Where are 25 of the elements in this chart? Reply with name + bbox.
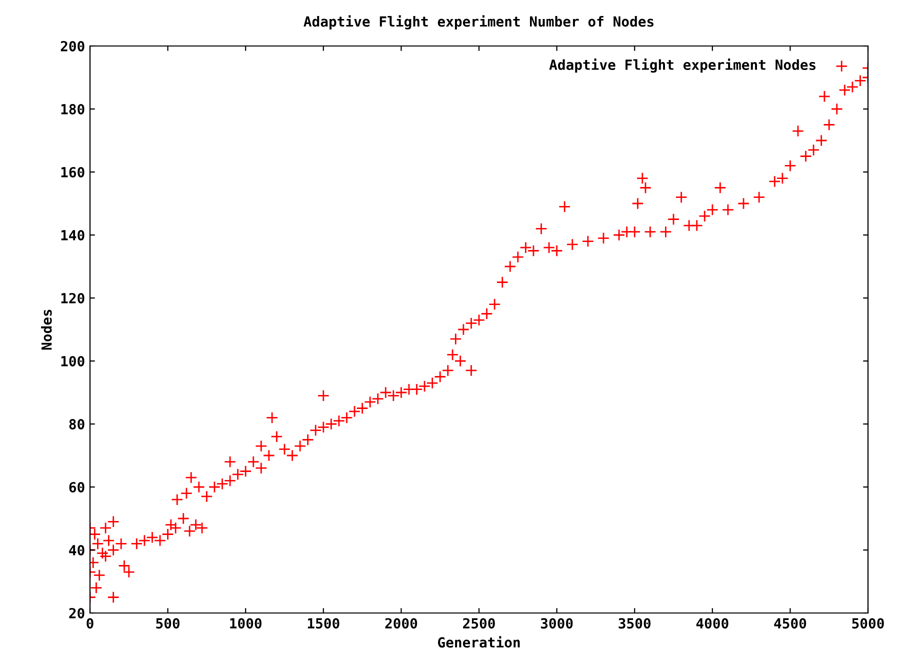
x-tick-label: 1500 [308, 618, 340, 629]
x-tick-label: 0 [86, 618, 94, 629]
y-tick-label: 80 [69, 418, 84, 430]
y-tick-label: 180 [61, 104, 84, 114]
legend-label: Adaptive Flight experiment Nodes [549, 58, 816, 73]
x-tick-label: 4500 [774, 618, 806, 629]
y-tick-label: 20 [69, 608, 84, 618]
y-tick-label: 160 [61, 166, 84, 178]
y-axis-title: Nodes [41, 310, 52, 350]
x-tick-label: 3500 [618, 618, 650, 629]
y-tick-label: 100 [61, 356, 84, 366]
y-tick-label: 40 [69, 544, 84, 556]
y-tick-label: 120 [61, 292, 84, 304]
y-tick-label: 200 [60, 40, 84, 52]
x-tick-label: 2000 [385, 618, 418, 629]
x-tick-label: 500 [156, 618, 180, 629]
x-tick-label: 5000 [852, 618, 884, 629]
chart-title: Adaptive Flight experiment Number of Nodes [304, 15, 654, 30]
x-tick-label: 2500 [463, 618, 495, 629]
x-axis-title: Generation [438, 636, 520, 648]
y-tick-label: 140 [61, 230, 84, 240]
x-tick-label: 4000 [696, 618, 728, 629]
x-tick-label: 3000 [540, 618, 573, 629]
y-tick-label: 60 [69, 482, 84, 492]
x-tick-label: 1000 [230, 618, 262, 629]
